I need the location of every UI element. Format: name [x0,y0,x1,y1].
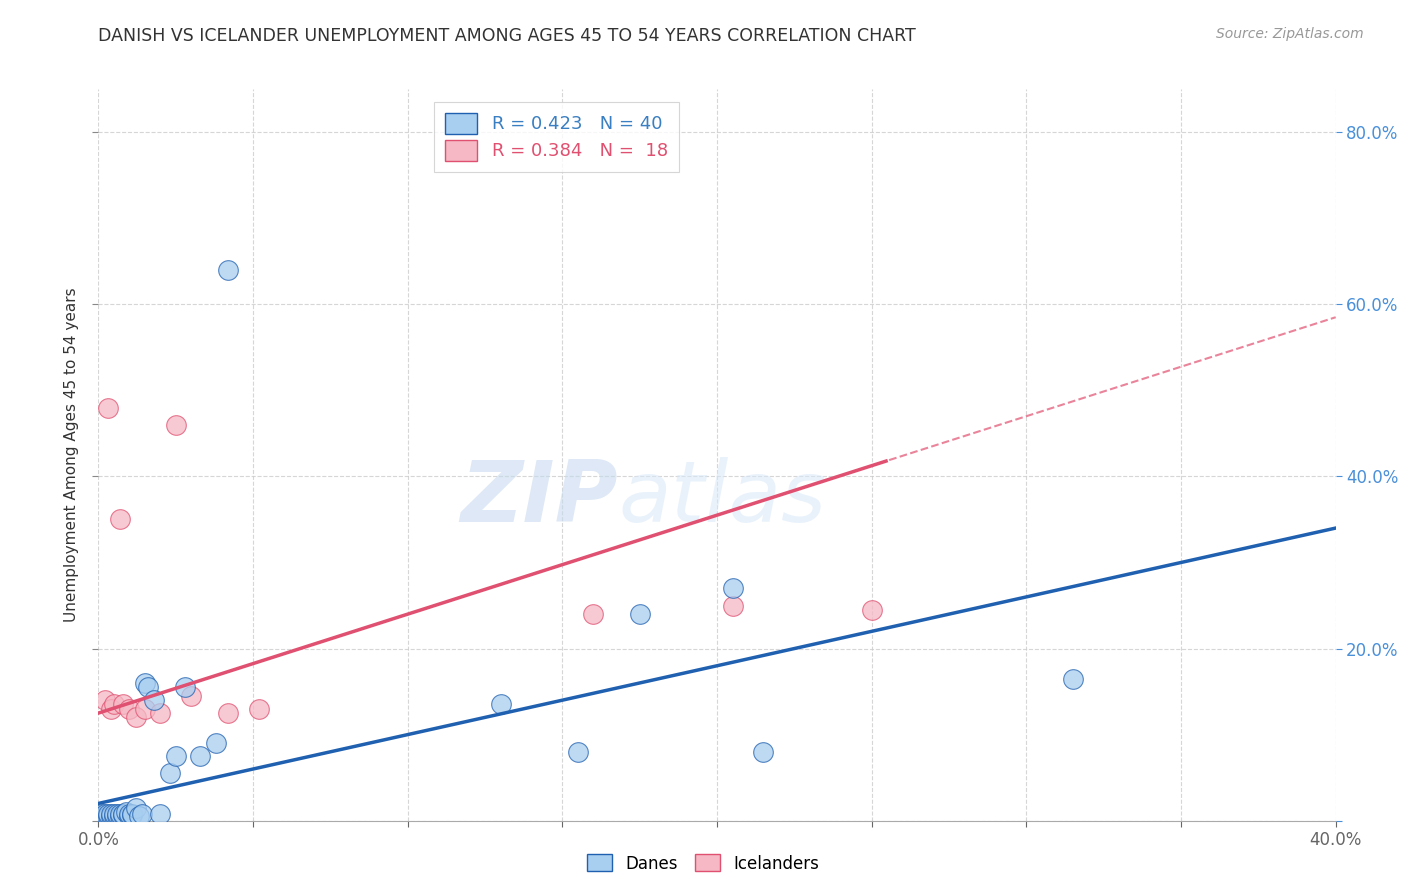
Point [567,745,589,759]
Text: DANISH VS ICELANDER UNEMPLOYMENT AMONG AGES 45 TO 54 YEARS CORRELATION CHART: DANISH VS ICELANDER UNEMPLOYMENT AMONG A… [98,27,917,45]
Point [124,801,146,815]
Point [134,702,156,716]
Point [93,806,115,821]
Point [143,693,166,707]
Point [149,706,172,720]
Point [217,263,239,277]
Point [165,417,187,432]
Point [118,809,141,823]
Point [108,512,131,526]
Point [134,676,156,690]
Point [108,809,131,823]
Point [93,809,115,823]
Point [860,603,883,617]
Point [112,808,135,822]
Text: atlas: atlas [619,458,827,541]
Point [93,693,115,707]
Y-axis label: Unemployment Among Ages 45 to 54 years: Unemployment Among Ages 45 to 54 years [65,287,79,623]
Point [90,809,112,823]
Point [1062,672,1084,686]
Point [112,698,135,712]
Point [118,702,141,716]
Point [105,806,128,821]
Point [247,702,270,716]
Point [100,806,122,821]
Legend: R = 0.423   N = 40, R = 0.384   N =  18: R = 0.423 N = 40, R = 0.384 N = 18 [434,102,679,171]
Point [628,607,651,621]
Point [103,806,125,821]
Point [115,805,138,819]
Point [149,806,172,821]
Point [121,806,143,821]
Point [180,689,202,703]
Legend: Danes, Icelanders: Danes, Icelanders [581,847,825,880]
Point [100,809,122,823]
Point [121,808,143,822]
Point [489,698,512,712]
Point [721,599,744,613]
Point [582,607,605,621]
Point [136,680,159,694]
Point [112,806,135,821]
Point [165,749,187,764]
Point [105,809,128,823]
Point [174,680,197,694]
Point [128,809,150,823]
Point [205,736,228,750]
Point [97,401,120,415]
Point [100,702,122,716]
Point [103,809,125,823]
Point [108,806,131,821]
Point [118,806,141,821]
Point [159,766,181,780]
Text: Source: ZipAtlas.com: Source: ZipAtlas.com [1216,27,1364,41]
Point [190,749,212,764]
Text: ZIP: ZIP [460,458,619,541]
Point [97,806,120,821]
Point [103,698,125,712]
Point [131,806,153,821]
Point [97,809,120,823]
Point [90,806,112,821]
Point [217,706,239,720]
Point [124,710,146,724]
Point [752,745,775,759]
Point [721,582,744,596]
Point [90,809,112,823]
